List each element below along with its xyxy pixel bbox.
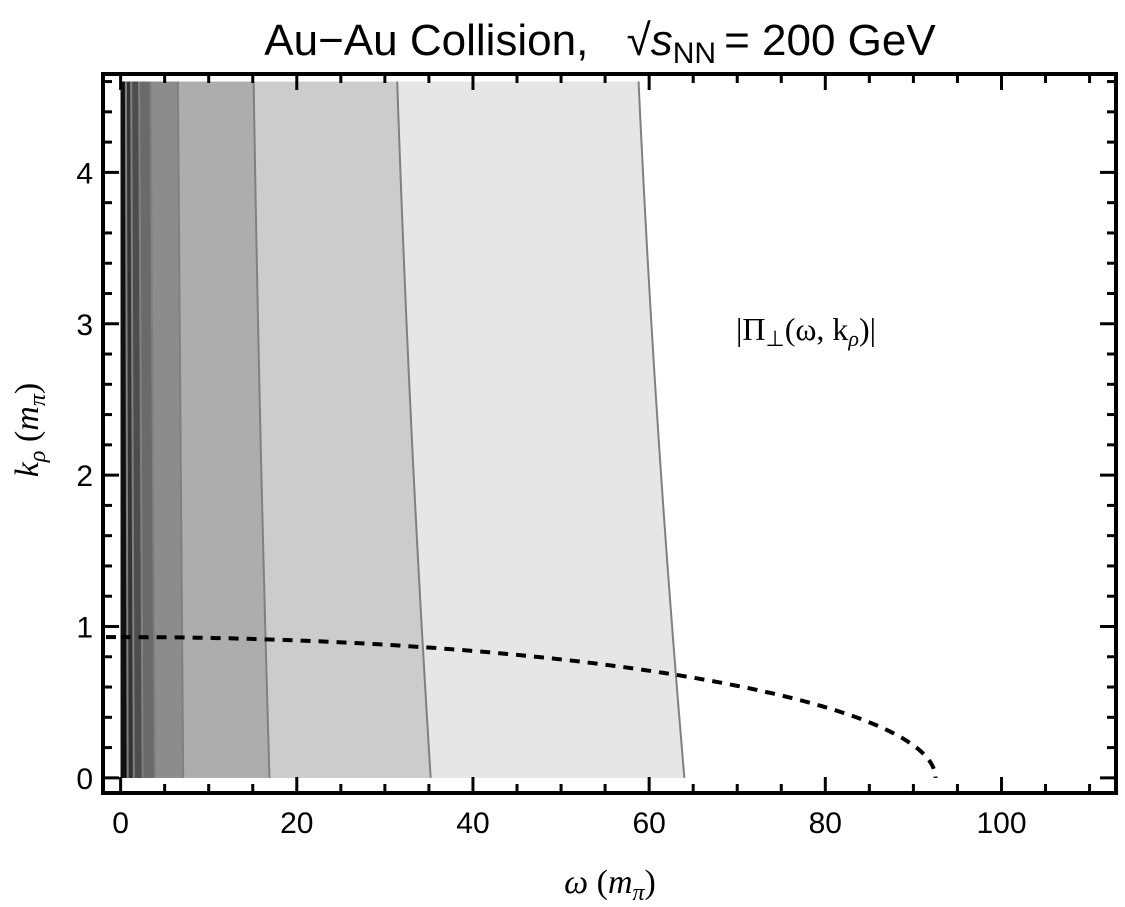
- contour-line-4: [176, 81, 185, 778]
- contour-line-0: [124, 81, 129, 778]
- x-tick-label: 0: [112, 807, 129, 840]
- contour-line-7: [637, 81, 686, 778]
- x-tick-label: 20: [280, 807, 313, 840]
- x-tick-label: 60: [632, 807, 665, 840]
- contour-annotation: |Π⊥(ω, kρ)|: [736, 311, 876, 351]
- title-sqrt-sign: √: [627, 16, 652, 65]
- y-tick-label: 0: [76, 763, 93, 796]
- title-sub: NN: [673, 37, 716, 70]
- contour-line-5: [252, 81, 271, 778]
- y-tick-label: 1: [76, 611, 93, 644]
- y-tick-label: 2: [76, 460, 93, 493]
- y-axis-label: kρ (mπ): [9, 383, 51, 477]
- x-axis-label: ω (mπ): [564, 864, 656, 906]
- title-s: s: [651, 16, 673, 65]
- contour-line-6: [396, 81, 432, 778]
- plot-frame: [101, 72, 1118, 795]
- dashed-curve: [120, 635, 938, 778]
- chart-title: Au−Au Collision, √sNN = 200 GeV: [264, 16, 936, 70]
- y-tick-label: 4: [76, 157, 93, 190]
- x-tick-label: 40: [456, 807, 489, 840]
- x-tick-label: 100: [976, 807, 1026, 840]
- contour-line-3: [149, 81, 156, 778]
- title-prefix: Au−Au Collision,: [264, 16, 588, 65]
- title-suffix: = 200 GeV: [724, 16, 936, 65]
- plot-area: 0 20 40 60 80 100 0 1 2 3 4: [76, 72, 1118, 840]
- y-tick-label: 3: [76, 309, 93, 342]
- contour-line-1: [130, 81, 135, 778]
- contour-line-2: [138, 81, 144, 778]
- x-tick-label: 80: [809, 807, 842, 840]
